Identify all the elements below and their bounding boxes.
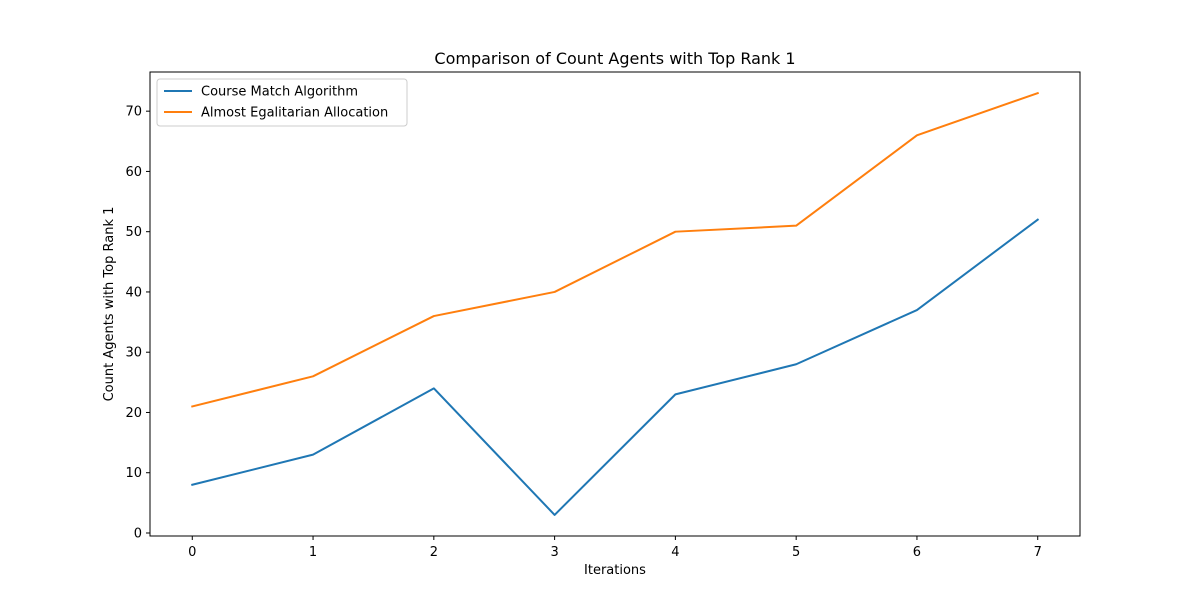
y-tick-label: 20	[125, 406, 142, 421]
legend: Course Match Algorithm Almost Egalitarian…	[156, 78, 408, 127]
plot-area	[149, 71, 1081, 537]
y-tick-label: 30	[125, 346, 142, 361]
y-tick-label: 0	[134, 526, 142, 541]
chart-title: Comparison of Count Agents with Top Rank…	[434, 49, 795, 68]
x-tick-label: 4	[671, 545, 679, 560]
legend-label: Course Match Algorithm	[201, 85, 358, 100]
x-tick-label: 0	[188, 545, 196, 560]
legend-box	[156, 78, 408, 127]
y-tick-label: 70	[125, 105, 142, 120]
legend-label: Almost Egalitarian Allocation	[201, 106, 388, 121]
y-axis: 0 10 20 30 40 50 60 70	[125, 105, 150, 541]
y-tick-label: 10	[125, 466, 142, 481]
series-line-2	[191, 91, 1040, 408]
x-tick-label: 6	[913, 545, 921, 560]
x-tick-label: 2	[430, 545, 438, 560]
x-axis-label: Iterations	[584, 563, 646, 578]
x-tick-label: 1	[309, 545, 317, 560]
y-axis-label: Count Agents with Top Rank 1	[102, 207, 117, 402]
x-tick-label: 7	[1034, 545, 1042, 560]
x-tick-label: 3	[550, 545, 558, 560]
series-lines	[191, 91, 1040, 516]
x-axis: 0 1 2 3 4 5 6 7	[188, 536, 1042, 560]
y-tick-label: 40	[125, 285, 142, 300]
x-tick-label: 5	[792, 545, 800, 560]
y-tick-label: 50	[125, 225, 142, 240]
series-line-1	[191, 218, 1040, 516]
y-tick-label: 60	[125, 165, 142, 180]
